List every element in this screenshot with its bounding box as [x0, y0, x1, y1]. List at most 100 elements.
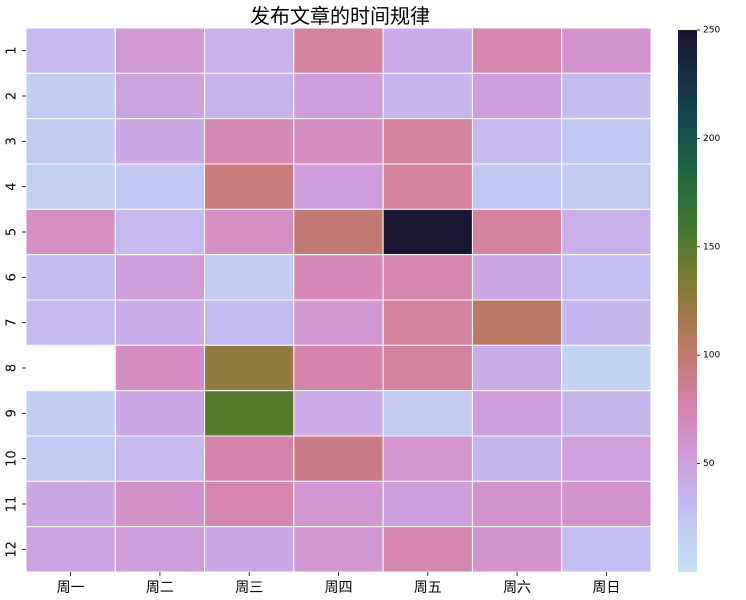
heatmap-cell	[561, 27, 652, 74]
heatmap-cell	[114, 254, 206, 301]
heatmap-cell	[293, 390, 384, 437]
colorbar-tick-label: 100	[703, 351, 720, 361]
heatmap-cell	[561, 526, 652, 573]
colorbar-ticks: 50 100 150 200 250	[697, 26, 720, 469]
heatmap-cell	[561, 299, 652, 346]
heatmap-cell	[204, 344, 295, 392]
heatmap-cell	[204, 526, 295, 573]
heatmap-cell	[471, 435, 563, 482]
heatmap-cell	[25, 299, 116, 346]
heatmap-cell	[382, 72, 473, 120]
heatmap-cell	[25, 344, 116, 392]
x-tick-label: 周四	[325, 580, 353, 596]
heatmap-cell	[382, 435, 473, 482]
heatmap-cell	[293, 344, 384, 392]
colorbar-tick-label: 200	[703, 134, 720, 144]
heatmap-cell	[114, 163, 206, 210]
heatmap-cell	[471, 118, 563, 165]
x-tick-label: 周三	[235, 580, 263, 596]
heatmap-cell	[382, 118, 473, 165]
y-tick-label: 4	[5, 183, 20, 191]
y-tick-label: 7	[5, 319, 20, 327]
heatmap-cell	[204, 208, 295, 256]
heatmap-cell	[25, 72, 116, 120]
y-tick-label: 6	[5, 273, 20, 281]
heatmap-cell	[114, 299, 206, 346]
heatmap-cell	[293, 208, 384, 256]
heatmap-cell	[204, 480, 295, 528]
heatmap-cell	[204, 118, 295, 165]
heatmap-cell	[471, 254, 563, 301]
x-axis: 周一 周二 周三 周四 周五 周六 周日	[57, 572, 620, 596]
heatmap-cell	[293, 480, 384, 528]
heatmap-cells	[25, 27, 652, 573]
heatmap-cell	[25, 390, 116, 437]
heatmap-cell	[204, 390, 295, 437]
y-tick-label: 2	[5, 92, 20, 100]
x-tick-label: 周一	[57, 580, 85, 596]
y-tick-label: 5	[5, 228, 20, 236]
heatmap-cell	[114, 344, 206, 392]
heatmap-cell	[293, 526, 384, 573]
heatmap-cell	[561, 435, 652, 482]
heatmap-cell	[382, 390, 473, 437]
heatmap-cell	[471, 27, 563, 74]
heatmap-cell	[471, 208, 563, 256]
colorbar-gradient	[678, 30, 697, 572]
y-tick-label: 12	[5, 541, 20, 558]
colorbar-tick-label: 150	[703, 242, 720, 252]
heatmap-cell	[293, 435, 384, 482]
heatmap-cell	[561, 480, 652, 528]
y-tick-label: 9	[5, 409, 20, 417]
heatmap-cell	[471, 480, 563, 528]
y-tick-label: 8	[5, 364, 20, 372]
heatmap-cell	[471, 526, 563, 573]
heatmap-cell	[382, 254, 473, 301]
colorbar-tick-label: 50	[703, 459, 715, 469]
heatmap-cell	[382, 526, 473, 573]
heatmap-cell	[293, 299, 384, 346]
heatmap-cell	[114, 390, 206, 437]
heatmap-cell	[114, 208, 206, 256]
heatmap-cell	[114, 118, 206, 165]
heatmap-cell	[293, 118, 384, 165]
heatmap-cell	[25, 118, 116, 165]
heatmap-cell	[561, 254, 652, 301]
heatmap-cell	[114, 435, 206, 482]
heatmap-cell	[382, 480, 473, 528]
y-tick-label: 11	[5, 496, 20, 513]
heatmap-cell	[25, 27, 116, 74]
heatmap-cell	[204, 299, 295, 346]
heatmap-cell	[561, 390, 652, 437]
chart-title: 发布文章的时间规律	[250, 4, 430, 28]
x-tick-label: 周二	[146, 580, 174, 596]
heatmap-cell	[25, 163, 116, 210]
heatmap-cell	[471, 344, 563, 392]
heatmap-cell	[471, 390, 563, 437]
heatmap-cell	[25, 480, 116, 528]
heatmap-cell	[561, 163, 652, 210]
heatmap-cell	[25, 435, 116, 482]
heatmap-cell	[293, 72, 384, 120]
heatmap-cell	[561, 344, 652, 392]
y-tick-label: 1	[5, 47, 20, 55]
y-tick-label: 3	[5, 137, 20, 145]
heatmap-cell	[114, 27, 206, 74]
heatmap-cell	[293, 163, 384, 210]
heatmap-cell	[204, 254, 295, 301]
heatmap-cell	[471, 299, 563, 346]
x-tick-label: 周五	[414, 580, 442, 596]
heatmap-cell	[25, 208, 116, 256]
heatmap-cell	[382, 208, 473, 256]
x-tick-label: 周六	[503, 580, 531, 596]
heatmap-cell	[204, 72, 295, 120]
heatmap-cell	[561, 72, 652, 120]
heatmap-cell	[25, 254, 116, 301]
heatmap-cell	[382, 299, 473, 346]
heatmap-cell	[382, 344, 473, 392]
heatmap-cell	[204, 435, 295, 482]
heatmap-cell	[382, 163, 473, 210]
heatmap-cell	[204, 163, 295, 210]
